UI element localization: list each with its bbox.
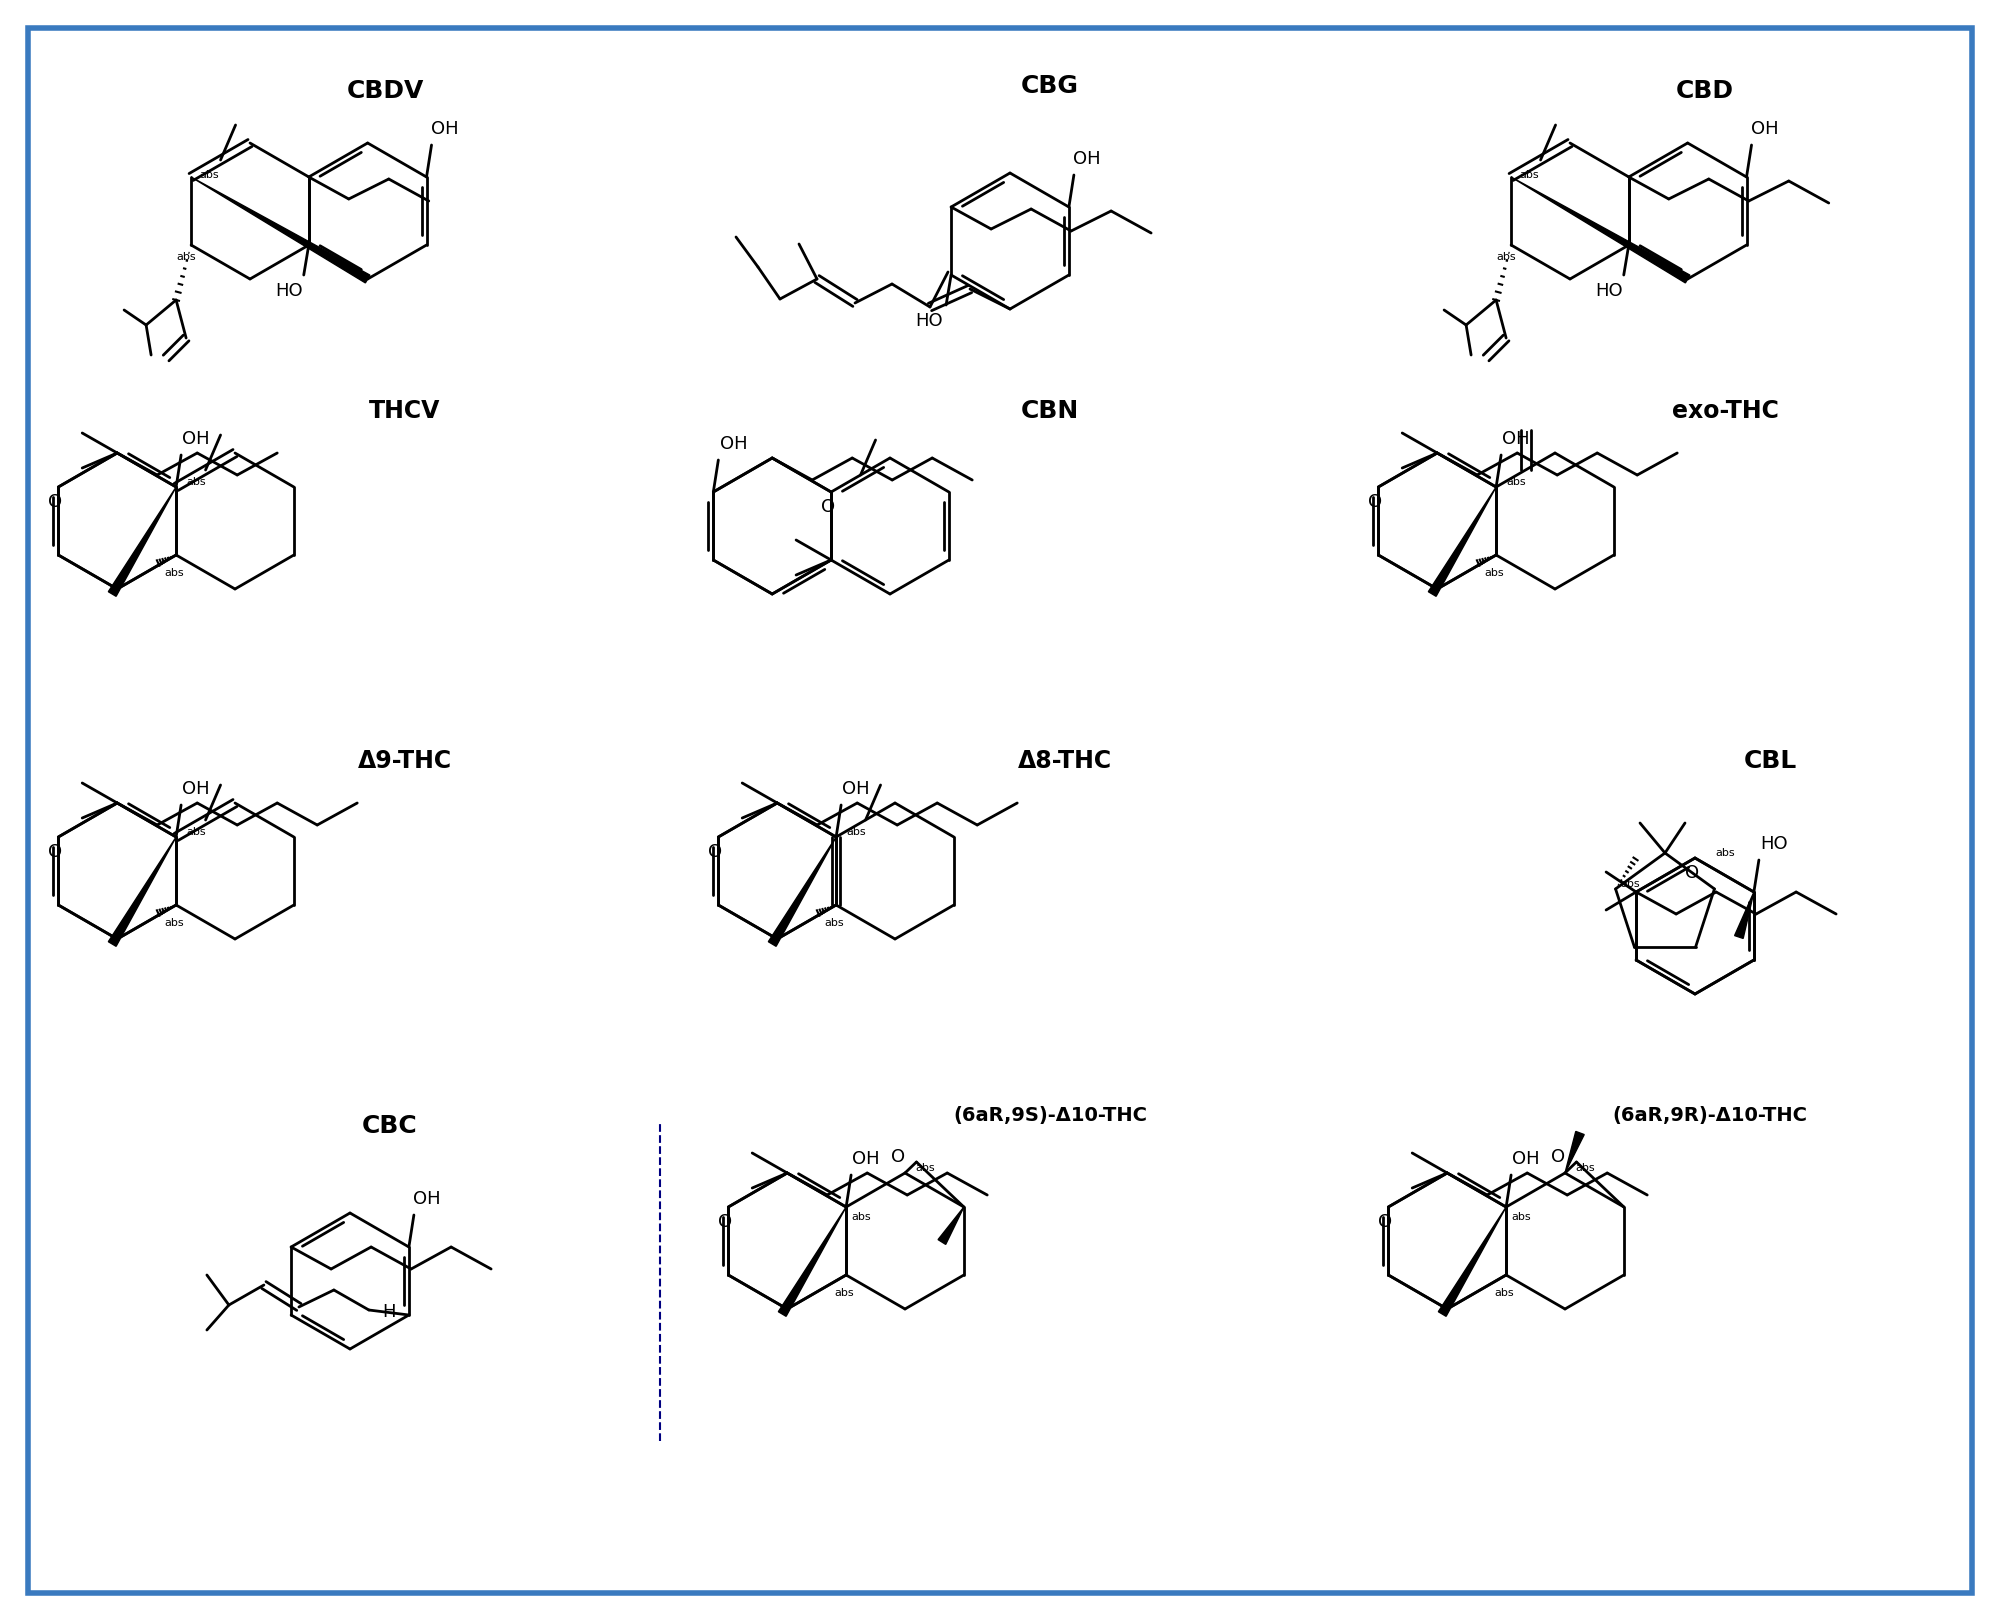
Text: abs: abs — [1576, 1162, 1594, 1174]
Text: abs: abs — [846, 827, 866, 836]
Text: CBG: CBG — [1022, 75, 1080, 97]
Text: CBD: CBD — [1676, 79, 1734, 104]
Text: Δ9-THC: Δ9-THC — [358, 749, 452, 773]
Text: OH: OH — [1750, 120, 1778, 138]
Text: CBDV: CBDV — [346, 79, 424, 104]
Polygon shape — [768, 836, 836, 947]
Polygon shape — [108, 836, 176, 947]
Text: abs: abs — [200, 170, 218, 180]
Text: abs: abs — [186, 477, 206, 486]
Text: OH: OH — [1074, 151, 1100, 169]
Text: abs: abs — [1484, 567, 1504, 579]
Text: abs: abs — [176, 251, 196, 263]
Text: Δ8-THC: Δ8-THC — [1018, 749, 1112, 773]
Polygon shape — [1734, 892, 1754, 939]
Text: OH: OH — [720, 434, 748, 452]
Polygon shape — [1428, 486, 1496, 597]
Text: abs: abs — [852, 1213, 870, 1222]
Text: OH: OH — [842, 780, 870, 798]
Text: O: O — [1684, 864, 1700, 882]
Text: CBN: CBN — [1020, 399, 1080, 423]
Text: abs: abs — [1520, 170, 1538, 180]
Text: exo-THC: exo-THC — [1672, 399, 1778, 423]
Text: (6aR,9S)-Δ10-THC: (6aR,9S)-Δ10-THC — [954, 1107, 1148, 1125]
Polygon shape — [192, 177, 370, 284]
Polygon shape — [1438, 1208, 1506, 1316]
Text: HO: HO — [274, 282, 302, 300]
Text: (6aR,9R)-Δ10-THC: (6aR,9R)-Δ10-THC — [1612, 1107, 1808, 1125]
Polygon shape — [1564, 1131, 1584, 1174]
Text: abs: abs — [1494, 1289, 1514, 1298]
Text: abs: abs — [164, 567, 184, 579]
Text: HO: HO — [1760, 835, 1788, 853]
Text: O: O — [718, 1213, 732, 1230]
Text: OH: OH — [182, 780, 210, 798]
Text: OH: OH — [182, 430, 210, 447]
Text: OH: OH — [1502, 430, 1530, 447]
Polygon shape — [1512, 177, 1690, 284]
Text: HO: HO — [916, 311, 942, 331]
Text: O: O — [708, 843, 722, 861]
Text: O: O — [48, 493, 62, 511]
Text: abs: abs — [164, 917, 184, 927]
Text: O: O — [1378, 1213, 1392, 1230]
Text: THCV: THCV — [370, 399, 440, 423]
Text: OH: OH — [414, 1190, 440, 1208]
Text: abs: abs — [1716, 848, 1734, 858]
Text: OH: OH — [1512, 1149, 1540, 1169]
Text: O: O — [1368, 493, 1382, 511]
Text: O: O — [822, 498, 836, 515]
Text: abs: abs — [186, 827, 206, 836]
Polygon shape — [108, 486, 176, 597]
Text: CBL: CBL — [1744, 749, 1796, 773]
Text: O: O — [892, 1148, 906, 1165]
Text: abs: abs — [824, 917, 844, 927]
Text: abs: abs — [1512, 1213, 1530, 1222]
Text: H: H — [382, 1303, 396, 1321]
Text: abs: abs — [1506, 477, 1526, 486]
Polygon shape — [938, 1208, 964, 1245]
Text: abs: abs — [1496, 251, 1516, 263]
Text: OH: OH — [852, 1149, 880, 1169]
Text: CBC: CBC — [362, 1114, 418, 1138]
Polygon shape — [778, 1208, 846, 1316]
Text: HO: HO — [1594, 282, 1622, 300]
Text: abs: abs — [916, 1162, 934, 1174]
Text: O: O — [1552, 1148, 1566, 1165]
Text: OH: OH — [430, 120, 458, 138]
Text: O: O — [48, 843, 62, 861]
Text: abs: abs — [834, 1289, 854, 1298]
Text: abs: abs — [1620, 879, 1640, 888]
